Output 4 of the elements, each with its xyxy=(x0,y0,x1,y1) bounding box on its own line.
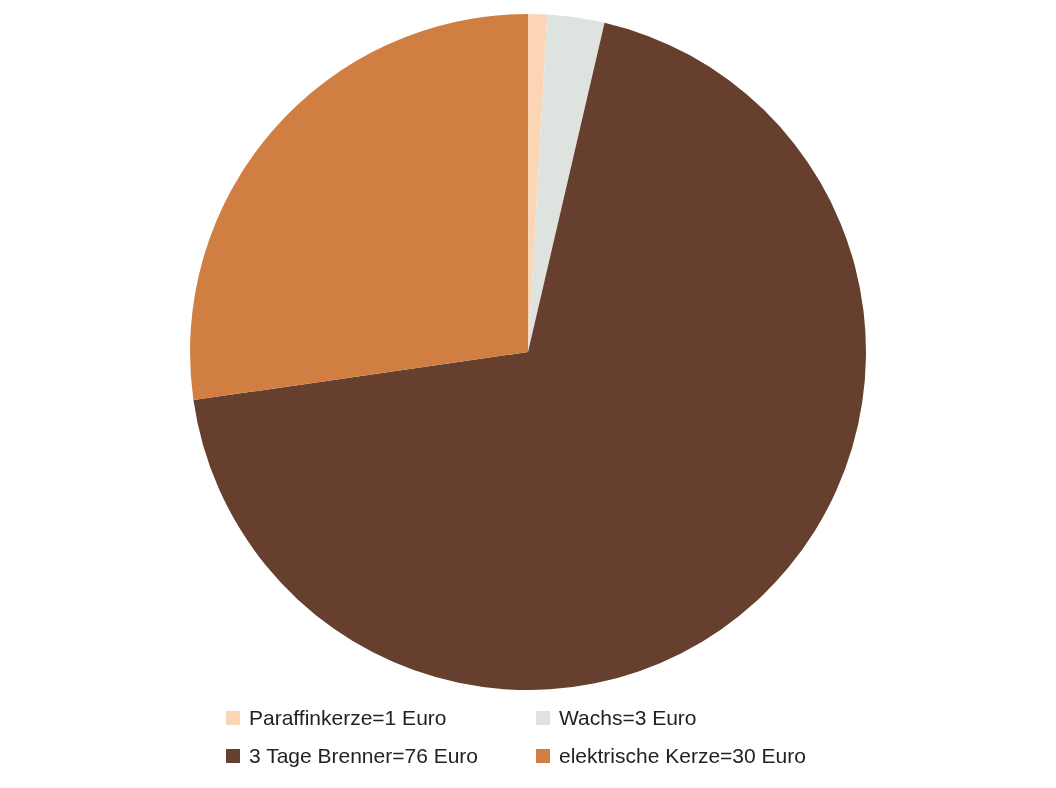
legend-label: elektrische Kerze=30 Euro xyxy=(559,744,806,768)
legend-label: 3 Tage Brenner=76 Euro xyxy=(249,744,479,768)
legend-label: Wachs=3 Euro xyxy=(559,706,697,730)
legend-label: Paraffinkerze=1 Euro xyxy=(249,706,447,730)
